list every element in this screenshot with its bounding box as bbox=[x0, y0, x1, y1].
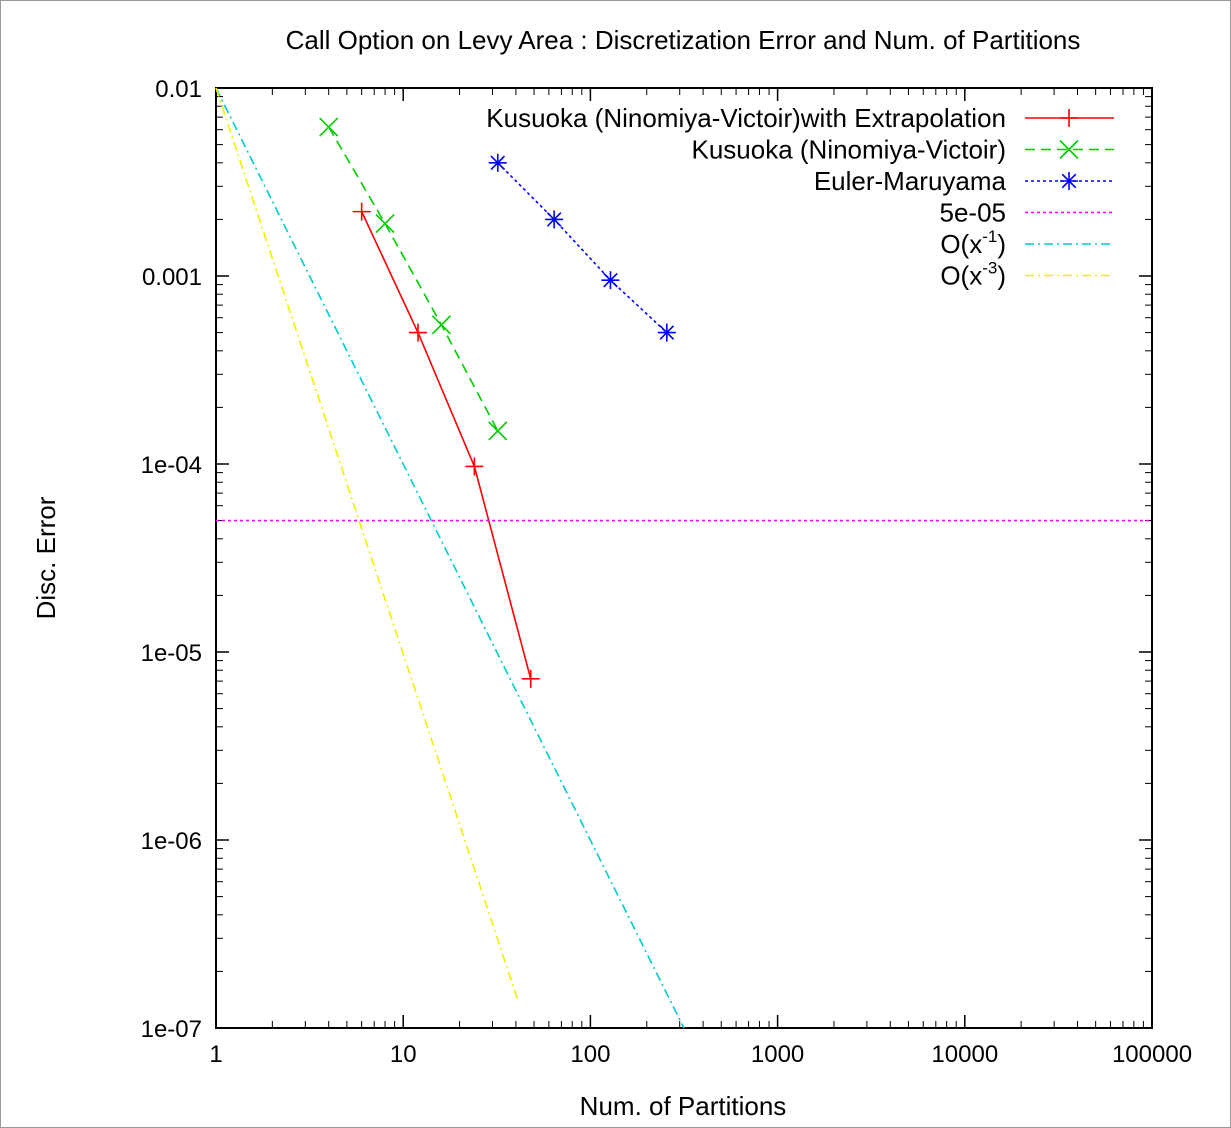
series-5-line bbox=[215, 87, 519, 1001]
series-1-point bbox=[319, 117, 339, 137]
y-tick-label: 0.001 bbox=[142, 264, 202, 291]
marker-stroke bbox=[1059, 139, 1079, 160]
legend-label-close: ) bbox=[997, 229, 1006, 259]
series-1-point bbox=[488, 421, 508, 441]
legend-label-exponent: -3 bbox=[982, 259, 997, 278]
plot-frame bbox=[215, 87, 1153, 1029]
legend-label: 5e-05 bbox=[940, 198, 1007, 228]
marker-stroke bbox=[490, 155, 506, 171]
series-1-point bbox=[431, 315, 451, 335]
marker-stroke bbox=[319, 117, 339, 137]
y-tick-label: 1e-05 bbox=[141, 640, 202, 667]
legend-label-close: ) bbox=[997, 261, 1006, 291]
x-tick-label: 10 bbox=[390, 1041, 417, 1068]
legend-marker bbox=[1059, 139, 1079, 160]
legend-label: Euler-Maruyama bbox=[814, 166, 1007, 196]
marker-stroke bbox=[659, 325, 675, 340]
series-4-line bbox=[215, 87, 685, 1029]
legend-marker bbox=[1060, 109, 1078, 127]
x-tick-label: 10000 bbox=[931, 1041, 998, 1068]
legend-marker bbox=[1060, 172, 1078, 190]
y-axis-ticks: 0.01 0.001 1e-04 1e-05 1e-06 1e-07 bbox=[141, 76, 1152, 1043]
x-tick-label: 1 bbox=[209, 1041, 222, 1068]
y-tick-label: 1e-04 bbox=[141, 452, 202, 479]
x-axis-label: Num. of Partitions bbox=[580, 1091, 787, 1121]
series-1-point bbox=[375, 214, 395, 234]
x-tick-label: 100000 bbox=[1112, 1041, 1192, 1068]
chart-title: Call Option on Levy Area : Discretizatio… bbox=[286, 25, 1081, 55]
series-0-point bbox=[409, 323, 428, 342]
legend-label-exponent: -1 bbox=[982, 227, 997, 246]
series-0-point bbox=[521, 669, 540, 688]
legend-label: O(x-3) bbox=[940, 259, 1006, 291]
marker-stroke bbox=[375, 214, 395, 234]
y-tick-label: 0.01 bbox=[155, 76, 202, 103]
marker-stroke bbox=[546, 212, 562, 227]
series-2-point bbox=[545, 210, 564, 229]
series-2-point bbox=[601, 271, 620, 290]
series-layer bbox=[215, 87, 1152, 1029]
x-tick-label: 100 bbox=[570, 1041, 610, 1068]
marker-stroke bbox=[488, 421, 508, 441]
legend: Kusuoka (Ninomiya-Victoir)with Extrapola… bbox=[486, 103, 1114, 291]
series-0-point bbox=[352, 202, 371, 221]
x-axis-ticks: 1 10 100 1000 10000 100000 bbox=[209, 88, 1192, 1068]
legend-label: O(x-1) bbox=[940, 227, 1006, 259]
x-tick-label: 1000 bbox=[751, 1041, 804, 1068]
marker-stroke bbox=[1061, 173, 1077, 189]
y-tick-label: 1e-07 bbox=[141, 1016, 202, 1043]
series-2-point bbox=[488, 153, 507, 172]
series-1-line bbox=[328, 126, 499, 432]
marker-stroke bbox=[603, 272, 618, 288]
marker-stroke bbox=[431, 315, 451, 335]
series-2-point bbox=[657, 323, 676, 342]
series-2-line bbox=[497, 162, 668, 334]
y-axis-label: Disc. Error bbox=[31, 496, 61, 619]
legend-label: Kusuoka (Ninomiya-Victoir)with Extrapola… bbox=[486, 103, 1006, 133]
series-0-point bbox=[465, 457, 484, 476]
legend-label: Kusuoka (Ninomiya-Victoir) bbox=[691, 135, 1006, 165]
y-tick-label: 1e-06 bbox=[141, 828, 202, 855]
series-0-line bbox=[360, 211, 532, 680]
